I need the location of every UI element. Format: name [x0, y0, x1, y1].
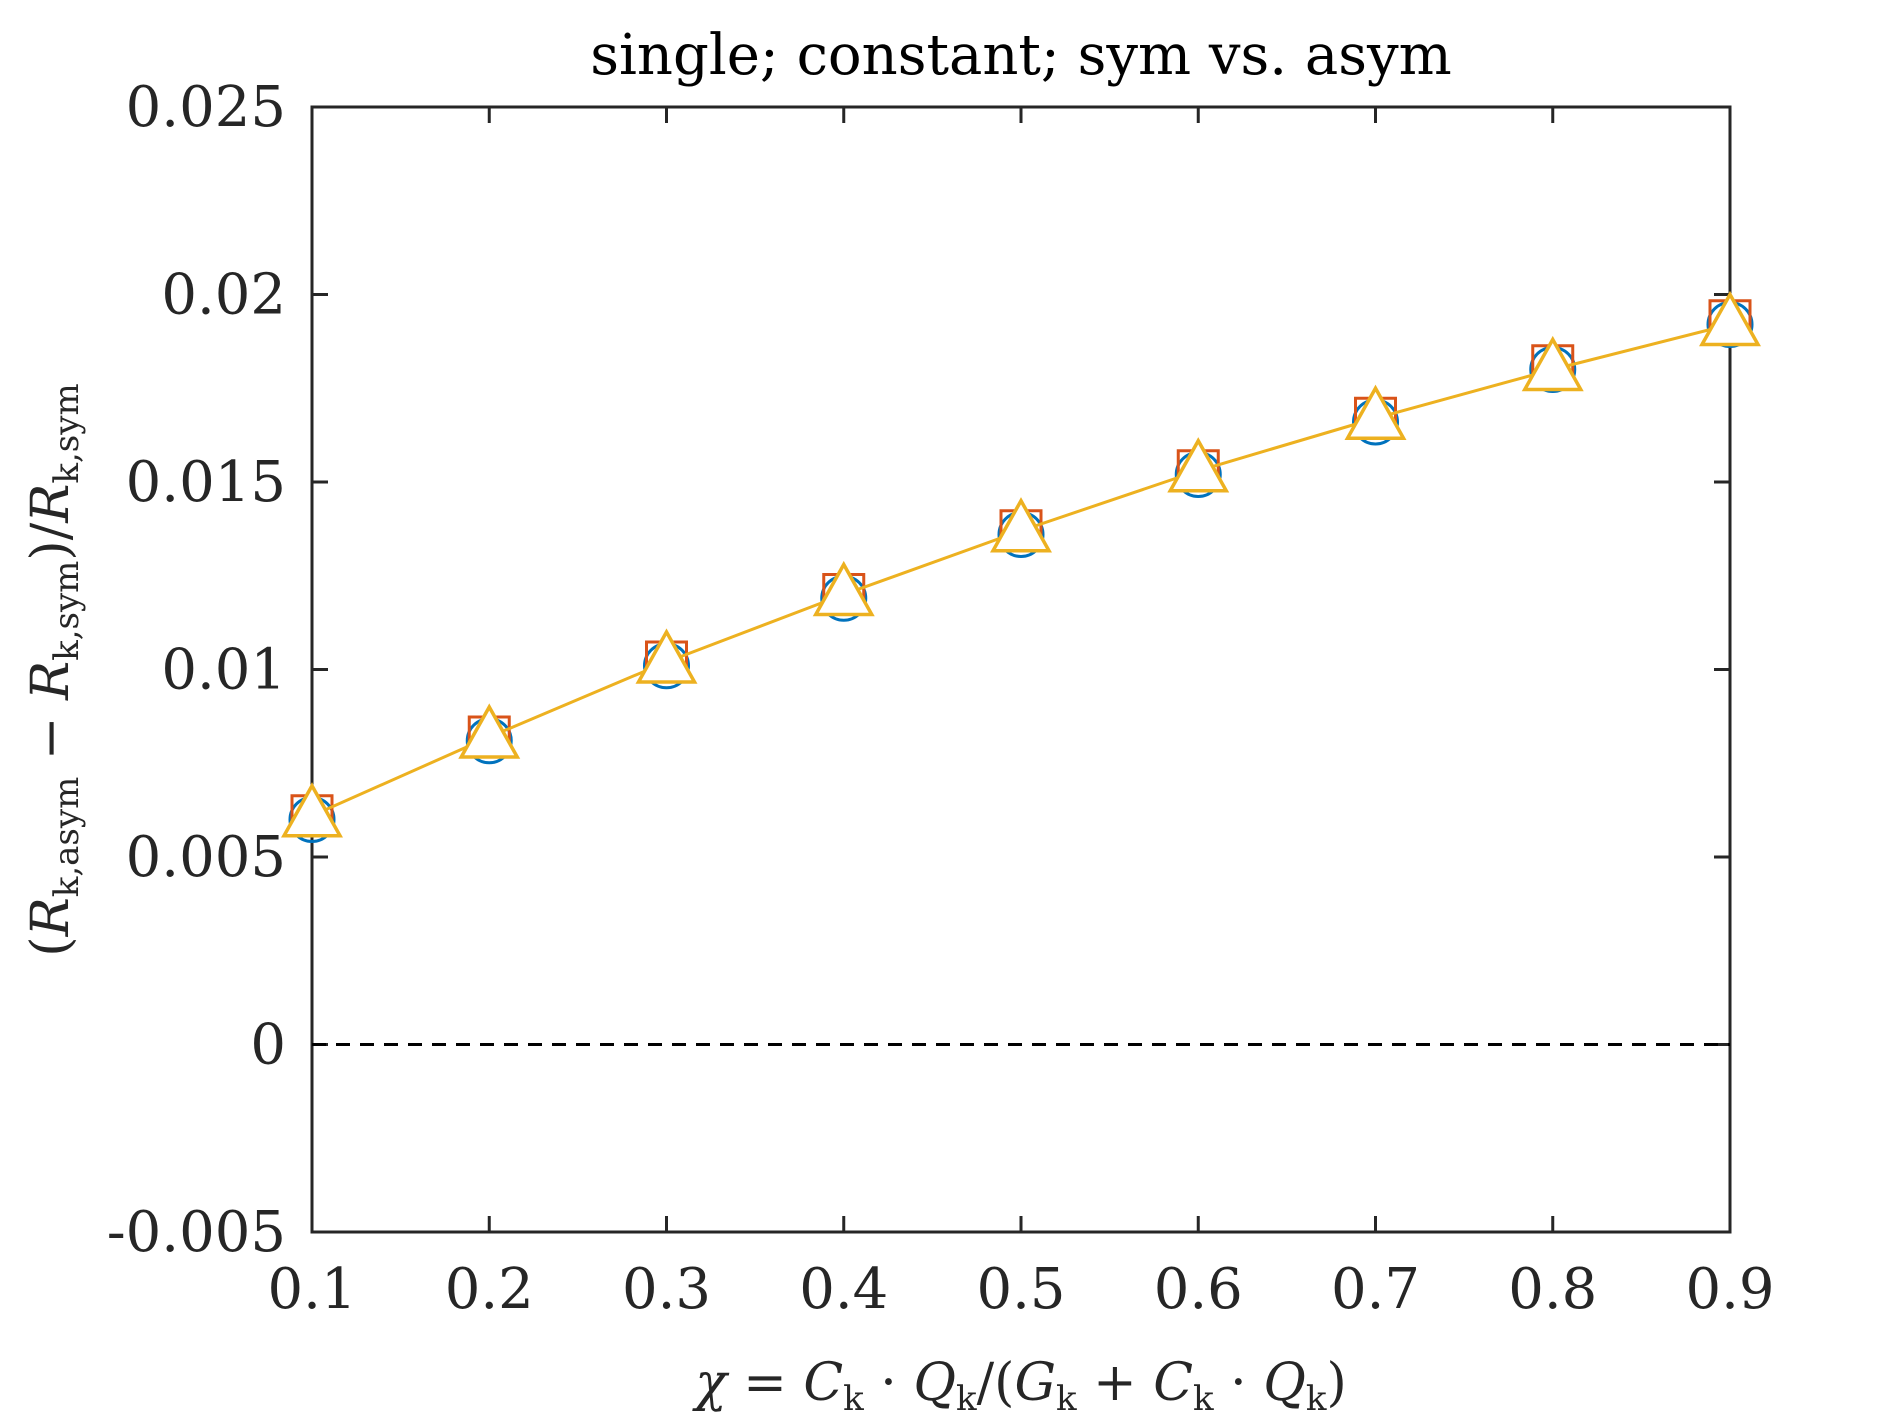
y-ticks: -0.005 0 0.005 0.01 0.015 0.02 0.025 [107, 75, 1730, 1265]
triangle-marker [1344, 384, 1407, 440]
y-tick-label: 0.005 [126, 825, 286, 890]
series-triangle [281, 290, 1761, 838]
y-axis-label: (Rk,asym − Rk,sym)/Rk,sym [21, 383, 87, 956]
x-tick-label: 0.3 [622, 1257, 711, 1322]
x-axis-label: χ = Ck · Qk/(Gk + Ck · Qk) [691, 1353, 1347, 1417]
triangle-marker [458, 703, 521, 759]
x-tick-label: 0.6 [1154, 1257, 1243, 1322]
triangle-marker [281, 782, 343, 838]
x-tick-label: 0.9 [1685, 1257, 1774, 1322]
y-tick-label: -0.005 [107, 1200, 286, 1265]
x-tick-label: 0.8 [1508, 1257, 1597, 1322]
x-tick-label: 0.2 [445, 1257, 534, 1322]
plot-frame [310, 105, 1732, 1234]
chart-title: single; constant; sym vs. asym [590, 23, 1451, 88]
triangle-marker [1699, 290, 1761, 347]
x-tick-label: 0.7 [1331, 1257, 1420, 1322]
triangle-marker [1167, 437, 1230, 493]
x-ticks: 0.1 0.2 0.3 0.4 0.5 0.6 0.7 0.8 0.9 [267, 107, 1775, 1322]
series-layer [281, 290, 1761, 843]
y-tick-label: 0.02 [161, 263, 286, 328]
x-tick-label: 0.4 [799, 1257, 888, 1322]
x-tick-label: 0.5 [976, 1257, 1065, 1322]
y-tick-label: 0 [250, 1013, 286, 1078]
y-tick-label: 0.01 [161, 638, 286, 703]
x-tick-label: 0.1 [267, 1257, 356, 1322]
triangle-marker [990, 497, 1052, 553]
triangle-marker [1521, 335, 1584, 392]
triangle-marker [635, 628, 698, 684]
triangle-marker [812, 560, 875, 617]
y-tick-label: 0.015 [126, 450, 286, 515]
y-tick-label: 0.025 [126, 75, 286, 140]
